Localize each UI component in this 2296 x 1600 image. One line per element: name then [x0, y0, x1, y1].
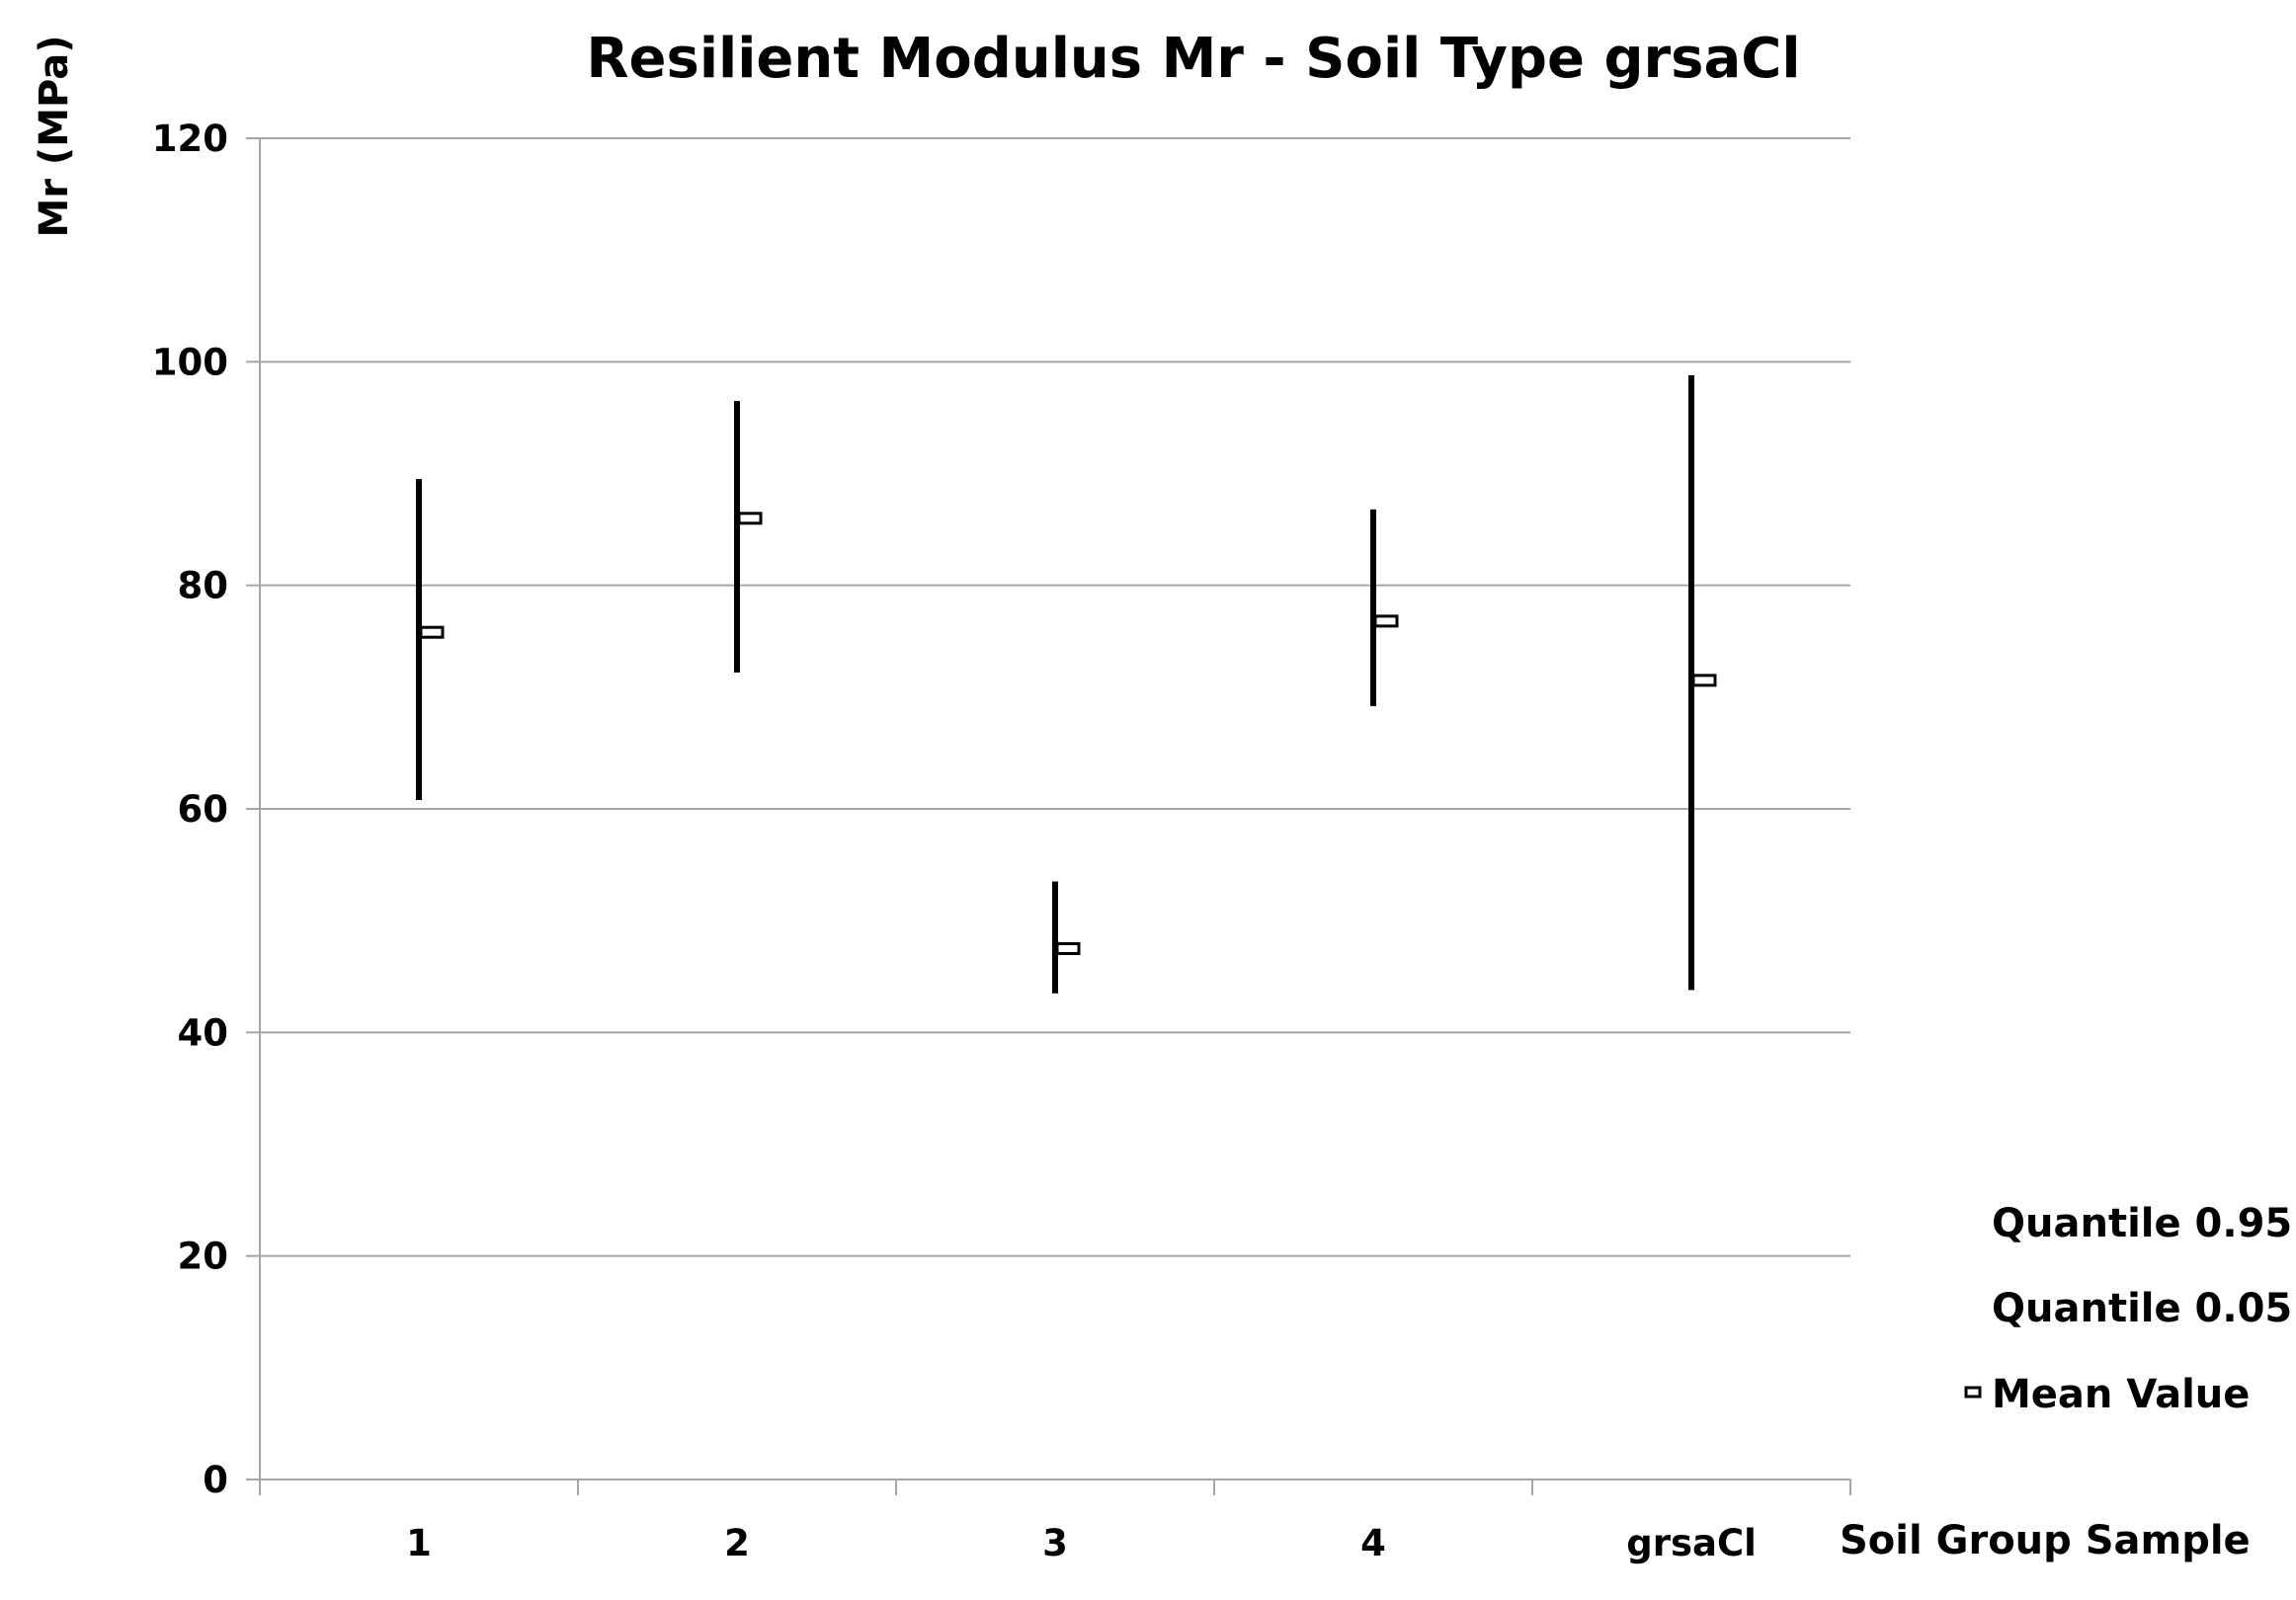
x-tick-labels: 1 2 3 4 grsaCl	[406, 1522, 1757, 1564]
legend-mean-marker	[1964, 1386, 1982, 1399]
x-tick-label-grsaCl: grsaCl	[1626, 1522, 1757, 1564]
y-tick-label-80: 80	[178, 565, 229, 607]
x-tick-label-4: 4	[1360, 1522, 1386, 1564]
gridlines	[260, 137, 1850, 1257]
legend: Quantile 0.95 Quantile 0.05 Mean Value	[1964, 1201, 2292, 1417]
y-tick-label-100: 100	[152, 341, 228, 383]
y-tick-label-120: 120	[152, 118, 228, 160]
y-axis-title: Mr (MPa)	[32, 35, 77, 237]
mean-marker-2	[737, 512, 763, 525]
x-axis-title: Soil Group Sample	[1840, 1518, 2251, 1563]
legend-label-0: Quantile 0.95	[1992, 1201, 2292, 1246]
y-tick-label-0: 0	[203, 1459, 228, 1501]
chart-title: Resilient Modulus Mr - Soil Type grsaCl	[586, 27, 1800, 91]
mean-marker-1	[419, 625, 445, 639]
mean-marker-grsaCl	[1691, 674, 1717, 687]
legend-entry-0: Quantile 0.95	[1992, 1201, 2292, 1246]
x-tick-label-2: 2	[724, 1522, 750, 1564]
data-marks	[416, 374, 1717, 994]
legend-entry-2: Mean Value	[1964, 1372, 2250, 1417]
legend-entry-1: Quantile 0.05	[1992, 1286, 2292, 1331]
legend-label-2: Mean Value	[1992, 1372, 2250, 1417]
legend-label-1: Quantile 0.05	[1992, 1286, 2292, 1331]
y-tick-labels: 0 20 40 60 80 100 120	[152, 118, 228, 1501]
mean-marker-3	[1055, 941, 1081, 955]
y-tick-label-60: 60	[178, 788, 229, 831]
x-tick-label-1: 1	[406, 1522, 432, 1564]
axes	[246, 137, 1851, 1495]
y-tick-label-20: 20	[178, 1236, 229, 1278]
y-tick-label-40: 40	[178, 1011, 229, 1054]
x-tick-label-3: 3	[1042, 1522, 1068, 1564]
mean-marker-4	[1373, 614, 1399, 628]
